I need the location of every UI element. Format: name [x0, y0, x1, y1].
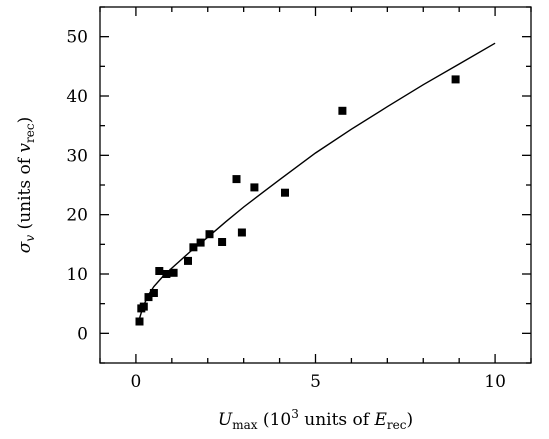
data-point: [155, 267, 164, 275]
data-point: [250, 183, 259, 192]
data-point: [189, 243, 198, 252]
data-point: [144, 293, 153, 302]
data-point: [169, 268, 178, 277]
y-tick-label: 30: [66, 146, 88, 166]
data-point: [237, 228, 246, 237]
data-point: [232, 175, 241, 184]
y-tick-label: 50: [66, 28, 88, 48]
data-point: [149, 289, 158, 297]
axis-ticks: [99, 6, 532, 364]
y-tick-label: 10: [66, 265, 88, 285]
x-axis-label: Umax (103 units of Erec): [218, 407, 413, 432]
data-point: [338, 106, 347, 115]
data-point: [218, 238, 227, 246]
fit-curve: [138, 42, 496, 319]
data-point: [135, 317, 144, 326]
data-point: [162, 270, 171, 278]
data-point: [281, 188, 289, 197]
x-tick-label: 10: [484, 372, 506, 392]
data-point: [205, 230, 214, 239]
y-axis-label: σv (units of vrec): [15, 117, 37, 253]
y-tick-label: 40: [66, 87, 88, 107]
x-tick-label: 5: [310, 372, 321, 392]
data-point: [451, 75, 460, 84]
data-points: [135, 75, 460, 326]
x-tick-label: 0: [131, 372, 142, 392]
y-tick-label: 20: [66, 206, 88, 226]
axis-tick-labels: 0 5 10 0 10 20 30 40 50: [66, 28, 506, 392]
data-point: [139, 302, 148, 311]
y-tick-label: 0: [77, 324, 88, 344]
data-point: [196, 238, 205, 247]
data-point: [184, 256, 192, 265]
